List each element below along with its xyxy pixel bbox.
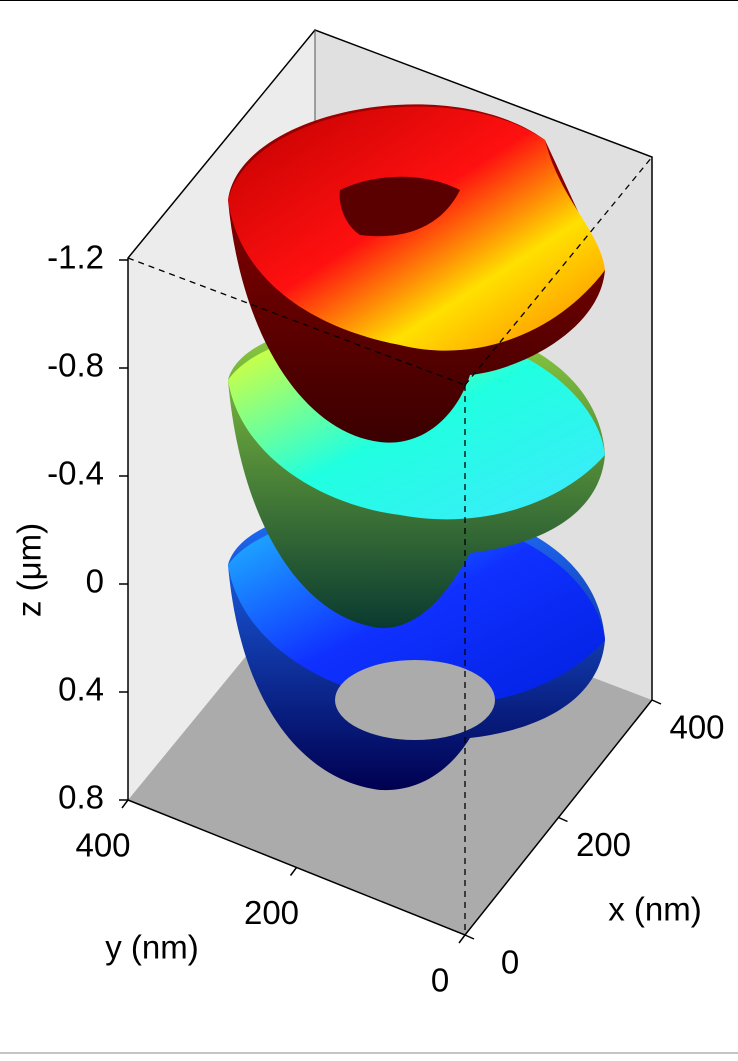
y-tick-label: 400 (75, 827, 130, 864)
x-tick (558, 816, 568, 823)
z-tick-label: 0.8 (58, 779, 104, 816)
z-tick-label: -0.8 (47, 347, 104, 384)
x-tick-label: 200 (576, 826, 631, 863)
z-tick-label: 0.4 (58, 671, 104, 708)
z-tick-label: -0.4 (47, 455, 104, 492)
x-tick (464, 934, 475, 940)
x-tick (651, 699, 662, 705)
z-axis-label: z (μm) (11, 523, 48, 617)
y-tick (121, 799, 129, 809)
z-tick-label: -1.2 (47, 239, 104, 276)
y-axis-label: y (nm) (105, 929, 199, 966)
front-edges (127, 156, 653, 935)
y-tick-label: 0 (431, 962, 449, 999)
y-tick-label: 200 (244, 894, 299, 931)
x-tick-label: 0 (501, 944, 519, 981)
z-tick-label: 0 (86, 563, 104, 600)
y-tick (458, 934, 466, 944)
x-tick-label: 400 (669, 709, 724, 746)
y-tick (289, 867, 298, 876)
surface (228, 104, 605, 791)
x-axis-label: x (nm) (608, 891, 702, 928)
